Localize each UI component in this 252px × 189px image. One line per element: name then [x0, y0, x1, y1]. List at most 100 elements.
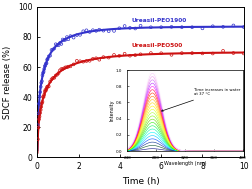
Point — [101, 56, 105, 59]
Point — [97, 58, 101, 61]
Point — [101, 29, 105, 32]
Point — [221, 25, 225, 28]
Point — [78, 33, 82, 36]
Point — [58, 69, 62, 72]
Point — [170, 53, 174, 56]
Point — [56, 44, 60, 47]
Point — [36, 112, 40, 115]
Point — [61, 67, 65, 70]
Point — [72, 63, 76, 66]
Point — [128, 54, 132, 57]
Point — [50, 49, 54, 52]
Point — [47, 85, 51, 88]
Point — [180, 52, 184, 55]
Point — [54, 43, 58, 46]
Point — [231, 24, 235, 27]
Point — [37, 102, 41, 105]
Point — [41, 100, 45, 103]
Point — [180, 26, 184, 29]
Point — [48, 54, 52, 57]
Point — [242, 52, 246, 55]
Point — [38, 115, 42, 118]
Point — [200, 52, 204, 55]
Point — [41, 71, 45, 74]
Point — [38, 95, 42, 98]
Point — [43, 64, 47, 67]
Point — [91, 57, 95, 60]
Point — [88, 59, 92, 62]
Point — [59, 42, 63, 45]
Point — [112, 29, 116, 32]
Point — [45, 85, 49, 88]
Point — [41, 95, 45, 98]
Point — [128, 26, 132, 29]
Point — [149, 26, 153, 29]
Point — [46, 57, 50, 60]
Point — [42, 70, 46, 73]
Point — [42, 95, 46, 98]
Point — [68, 35, 72, 38]
Point — [94, 29, 98, 32]
Point — [84, 60, 88, 63]
Point — [75, 59, 79, 62]
Point — [55, 43, 59, 46]
Point — [190, 52, 194, 55]
Point — [139, 24, 143, 27]
Point — [97, 28, 101, 31]
Point — [58, 42, 62, 45]
Point — [190, 26, 194, 29]
Point — [38, 112, 42, 115]
Point — [36, 126, 40, 129]
Point — [64, 66, 68, 69]
Point — [211, 25, 215, 28]
Point — [43, 88, 47, 91]
Point — [39, 108, 43, 111]
Point — [44, 89, 48, 92]
Point — [81, 30, 85, 33]
Point — [91, 29, 95, 32]
Point — [107, 56, 111, 59]
Point — [133, 27, 137, 30]
Point — [211, 52, 215, 55]
Point — [78, 60, 82, 63]
Point — [43, 90, 47, 93]
Point — [117, 27, 121, 30]
Point — [48, 80, 52, 83]
Point — [81, 60, 85, 63]
Point — [41, 74, 45, 77]
Y-axis label: SDCF release (%): SDCF release (%) — [4, 45, 12, 119]
Point — [84, 29, 88, 32]
Point — [72, 36, 76, 39]
Point — [66, 38, 70, 41]
Point — [242, 26, 246, 29]
Text: Ureasil-PEO500: Ureasil-PEO500 — [131, 43, 182, 47]
Point — [123, 25, 127, 28]
Point — [88, 30, 92, 33]
Point — [38, 91, 42, 94]
Point — [54, 74, 58, 77]
Point — [39, 85, 43, 88]
Point — [40, 102, 44, 105]
X-axis label: Time (h): Time (h) — [122, 177, 160, 186]
Point — [133, 54, 137, 57]
Point — [107, 30, 111, 33]
Point — [44, 62, 48, 65]
Point — [123, 52, 127, 55]
Point — [62, 67, 66, 70]
Point — [52, 76, 56, 79]
Point — [170, 25, 174, 28]
Point — [75, 34, 79, 37]
Point — [45, 87, 49, 90]
Point — [159, 52, 163, 55]
Point — [50, 78, 54, 81]
Text: Ureasil-PEO1900: Ureasil-PEO1900 — [131, 19, 186, 23]
Point — [36, 138, 40, 141]
Point — [51, 77, 55, 80]
Point — [45, 62, 49, 65]
Point — [65, 66, 69, 69]
Point — [61, 38, 65, 41]
Point — [112, 53, 116, 57]
Point — [59, 67, 63, 70]
Point — [149, 52, 153, 55]
Point — [43, 65, 47, 68]
